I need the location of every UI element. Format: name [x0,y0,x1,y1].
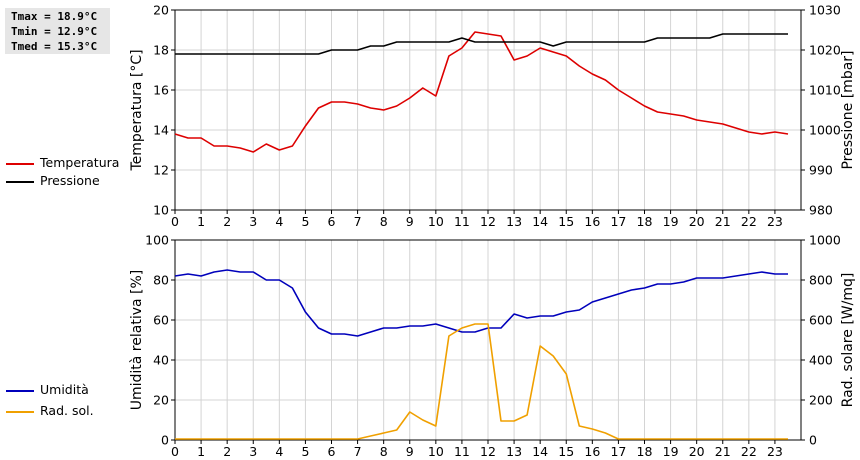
chart-2-x-tick-label: 1 [197,444,205,459]
chart-1-y2-tick-label: 1010 [809,83,841,98]
chart-1-x-tick-label: 4 [275,214,283,229]
legend-label-temperatura: Temperatura [40,155,120,170]
chart-1-y2-tick-label: 980 [809,203,833,218]
chart-2-y-tick-label: 40 [153,353,169,368]
chart-1-x-tick-label: 20 [689,214,705,229]
chart-1-x-tick-label: 7 [354,214,362,229]
chart-1-x-tick-label: 1 [197,214,205,229]
chart-1-y-tick-label: 16 [153,83,169,98]
legend-umidita: Umidità [6,382,89,397]
chart-2-y-tick-label: 0 [161,433,169,448]
chart-2-x-tick-label: 6 [328,444,336,459]
chart-1-x-tick-label: 8 [380,214,388,229]
chart-2-x-tick-label: 7 [354,444,362,459]
legend-rad-sol: Rad. sol. [6,403,94,418]
chart-1-y-tick-label: 12 [153,163,169,178]
legend-swatch-temperatura [6,162,34,165]
chart-2-x-tick-label: 0 [171,444,179,459]
chart-1-x-tick-label: 6 [328,214,336,229]
chart-2-x-tick-label: 2 [223,444,231,459]
chart-1-series-temperatura-line [174,31,789,153]
chart-2-y2-tick-label: 200 [809,393,833,408]
chart-1-x-tick-label: 15 [558,214,574,229]
chart-1-x-tick-label: 23 [767,214,783,229]
chart-2-y2-tick-label: 600 [809,313,833,328]
chart-2-x-tick-label: 19 [663,444,679,459]
tmax-text: Tmax = 18.9°C [11,10,98,23]
chart-1-x-tick-label: 5 [301,214,309,229]
chart-1-y-tick-label: 18 [153,43,169,58]
legend-swatch-umidita [6,389,34,392]
chart-2-x-tick-label: 8 [380,444,388,459]
chart-1-x-tick-label: 0 [171,214,179,229]
chart-2-x-tick-label: 12 [480,444,496,459]
chart-2-frame [174,239,802,441]
chart-1-x-tick-label: 12 [480,214,496,229]
chart-2-series-rad-sol-line [175,323,788,440]
chart-1-x-tick-label: 21 [715,214,731,229]
chart-1-y2-tick-label: 1030 [809,3,841,18]
chart-2-y-tick-label: 80 [153,273,169,288]
chart-1-y2label: Pressione [mbar] [840,50,856,169]
chart-2-x-tick-label: 15 [558,444,574,459]
chart-2-x-tick-label: 11 [454,444,470,459]
chart-2-y2label: Rad. solare [W/mq] [840,273,856,408]
chart-2-x-tick-label: 18 [637,444,653,459]
chart-2-x-tick-label: 17 [610,444,626,459]
chart-2-x-tick-label: 22 [741,444,757,459]
tmin-text: Tmin = 12.9°C [11,25,98,38]
legend-swatch-rad-sol [6,410,34,413]
chart-2-y2-tick-label: 1000 [809,233,841,248]
chart-1-x-tick-label: 3 [249,214,257,229]
legend-temperatura: Temperatura [6,155,119,170]
chart-1-x-tick-label: 2 [223,214,231,229]
tmed-text: Tmed = 15.3°C [11,40,98,53]
chart-2-x-tick-label: 9 [406,444,414,459]
chart-2-ylabel: Umidità relativa [%] [129,270,145,411]
chart-1-y-tick-label: 14 [153,123,169,138]
chart-2-y2-tick-label: 400 [809,353,833,368]
stats-box: Tmax = 18.9°C Tmin = 12.9°C Tmed = 15.3°… [5,8,110,54]
legend-pressione: Pressione [6,173,100,188]
chart-2-x-tick-label: 13 [506,444,522,459]
chart-2-y2-tick-label: 0 [809,433,817,448]
chart-2-x-tick-label: 23 [767,444,783,459]
chart-1-y2-tick-label: 990 [809,163,833,178]
chart-2-x-tick-label: 4 [275,444,283,459]
chart-2-x-tick-label: 5 [301,444,309,459]
chart-1-x-tick-label: 9 [406,214,414,229]
chart-2-y-tick-label: 100 [145,233,169,248]
chart-1-frame [174,9,802,211]
chart-1-x-tick-label: 14 [532,214,548,229]
chart-1-x-tick-label: 18 [637,214,653,229]
chart-1-y-tick-label: 10 [153,203,169,218]
chart-1-x-tick-label: 19 [663,214,679,229]
legend-swatch-pressione [6,180,34,183]
chart-1-x-tick-label: 22 [741,214,757,229]
chart-1-x-tick-label: 10 [428,214,444,229]
chart-2-y-tick-label: 20 [153,393,169,408]
chart-1-x-tick-label: 17 [610,214,626,229]
chart-2-x-tick-label: 14 [532,444,548,459]
chart-2-y-tick-label: 60 [153,313,169,328]
chart-1-ylabel: Temperatura [°C] [129,49,145,171]
chart-1-y2-tick-label: 1000 [809,123,841,138]
chart-2-x-tick-label: 3 [249,444,257,459]
chart-1-x-tick-label: 16 [584,214,600,229]
chart-2-series-umidit-line [174,269,788,337]
legend-label-pressione: Pressione [40,173,100,188]
chart-2-x-tick-label: 21 [715,444,731,459]
chart-1-x-tick-label: 11 [454,214,470,229]
chart-2-x-tick-label: 16 [584,444,600,459]
chart-1-x-tick-label: 13 [506,214,522,229]
chart-1-series-pressione-line [175,33,788,55]
legend-label-umidita: Umidità [40,382,89,397]
chart-2-y2-tick-label: 800 [809,273,833,288]
chart-1-y-tick-label: 20 [153,3,169,18]
legend-label-rad-sol: Rad. sol. [40,403,94,418]
chart-2-x-tick-label: 10 [428,444,444,459]
chart-1-y2-tick-label: 1020 [809,43,841,58]
chart-2-x-tick-label: 20 [689,444,705,459]
